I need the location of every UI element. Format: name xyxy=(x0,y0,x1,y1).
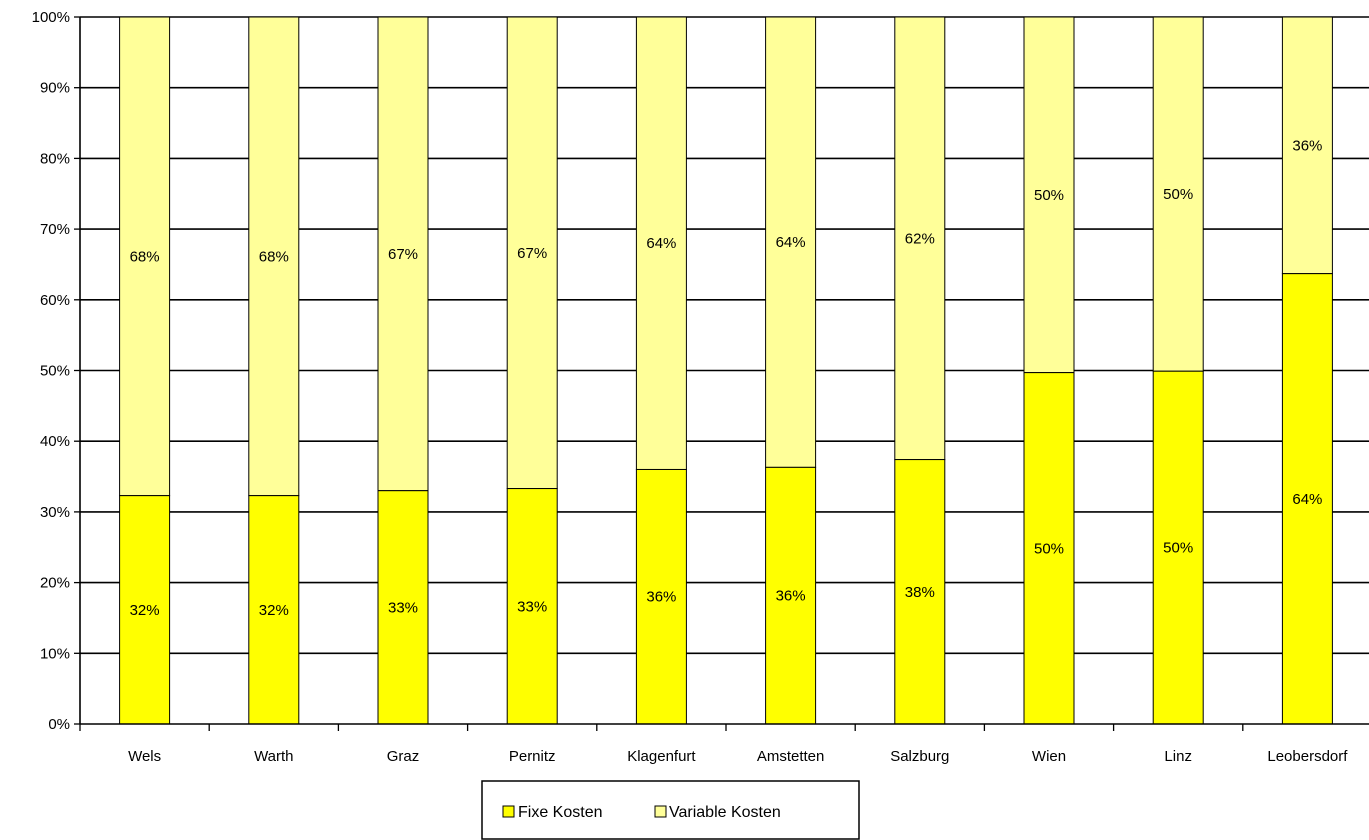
bar-fixe-kosten xyxy=(765,466,817,725)
bar-fixe-kosten xyxy=(119,495,171,725)
bar-fixe-kosten xyxy=(248,495,300,725)
data-label-fixe-kosten: 33% xyxy=(517,598,547,615)
y-tick-label: 20% xyxy=(40,575,70,592)
legend-swatch-fixe-kosten xyxy=(502,805,515,818)
data-label-variable-kosten: 68% xyxy=(259,248,289,265)
data-label-variable-kosten: 64% xyxy=(776,234,806,251)
data-label-variable-kosten: 36% xyxy=(1292,137,1322,154)
bar-variable-kosten xyxy=(765,16,817,468)
x-category-label: Wels xyxy=(128,748,161,765)
bar-variable-kosten xyxy=(635,16,687,470)
y-tick-label: 70% xyxy=(40,221,70,238)
x-category-label: Leobersdorf xyxy=(1267,748,1348,765)
bar-variable-kosten xyxy=(119,16,171,497)
bar-fixe-kosten xyxy=(1281,273,1333,725)
data-label-fixe-kosten: 32% xyxy=(259,602,289,619)
y-tick-label: 10% xyxy=(40,645,70,662)
data-label-fixe-kosten: 64% xyxy=(1292,491,1322,508)
legend-label-fixe-kosten: Fixe Kosten xyxy=(518,804,602,821)
bar-variable-kosten xyxy=(1023,16,1075,374)
bar-fixe-kosten xyxy=(1152,370,1204,725)
data-label-fixe-kosten: 33% xyxy=(388,599,418,616)
x-category-label: Warth xyxy=(254,748,293,765)
y-tick-label: 50% xyxy=(40,363,70,380)
y-tick-label: 100% xyxy=(32,9,70,26)
axes: 0% 10% 20% 30% 40% 50% 60% 70% 80% 90% 100% Wels War… xyxy=(32,9,1369,765)
bar-variable-kosten xyxy=(506,16,558,490)
legend-swatch-variable-kosten xyxy=(654,805,667,818)
legend: Fixe Kosten Variable Kosten xyxy=(481,780,860,840)
bar-variable-kosten xyxy=(894,16,946,461)
x-category-label: Klagenfurt xyxy=(627,748,696,765)
bar-fixe-kosten xyxy=(1023,372,1075,725)
data-labels: 32% 68% 32% 68% 33% 67% 33% 67% 36% 64% 36% 64% 38% 6… xyxy=(130,137,1323,618)
bar-fixe-kosten xyxy=(506,488,558,725)
data-label-variable-kosten: 67% xyxy=(517,245,547,262)
x-category-label: Amstetten xyxy=(757,748,825,765)
x-category-label: Wien xyxy=(1032,748,1066,765)
y-tick-label: 30% xyxy=(40,504,70,521)
data-label-variable-kosten: 68% xyxy=(130,248,160,265)
bar-fixe-kosten xyxy=(635,468,687,725)
data-label-fixe-kosten: 50% xyxy=(1034,540,1064,557)
data-label-variable-kosten: 50% xyxy=(1163,186,1193,203)
x-category-label: Pernitz xyxy=(509,748,556,765)
legend-box xyxy=(481,780,860,840)
data-label-fixe-kosten: 36% xyxy=(776,588,806,605)
y-tick-label: 80% xyxy=(40,150,70,167)
data-label-fixe-kosten: 36% xyxy=(646,589,676,606)
bars xyxy=(119,16,1333,725)
y-tick-label: 0% xyxy=(48,716,70,733)
data-label-variable-kosten: 62% xyxy=(905,230,935,247)
x-category-label: Salzburg xyxy=(890,748,949,765)
bar-fixe-kosten xyxy=(377,490,429,725)
data-label-variable-kosten: 64% xyxy=(646,235,676,252)
x-category-label: Graz xyxy=(387,748,420,765)
data-label-variable-kosten: 67% xyxy=(388,246,418,263)
data-label-fixe-kosten: 38% xyxy=(905,584,935,601)
bar-variable-kosten xyxy=(1281,16,1333,275)
y-tick-label: 40% xyxy=(40,433,70,450)
data-label-fixe-kosten: 32% xyxy=(130,602,160,619)
bar-variable-kosten xyxy=(377,16,429,492)
data-label-fixe-kosten: 50% xyxy=(1163,540,1193,557)
x-category-label: Linz xyxy=(1164,748,1192,765)
bar-fixe-kosten xyxy=(894,459,946,725)
y-tick-label: 90% xyxy=(40,80,70,97)
legend-label-variable-kosten: Variable Kosten xyxy=(669,804,781,821)
data-label-variable-kosten: 50% xyxy=(1034,187,1064,204)
y-tick-label: 60% xyxy=(40,292,70,309)
